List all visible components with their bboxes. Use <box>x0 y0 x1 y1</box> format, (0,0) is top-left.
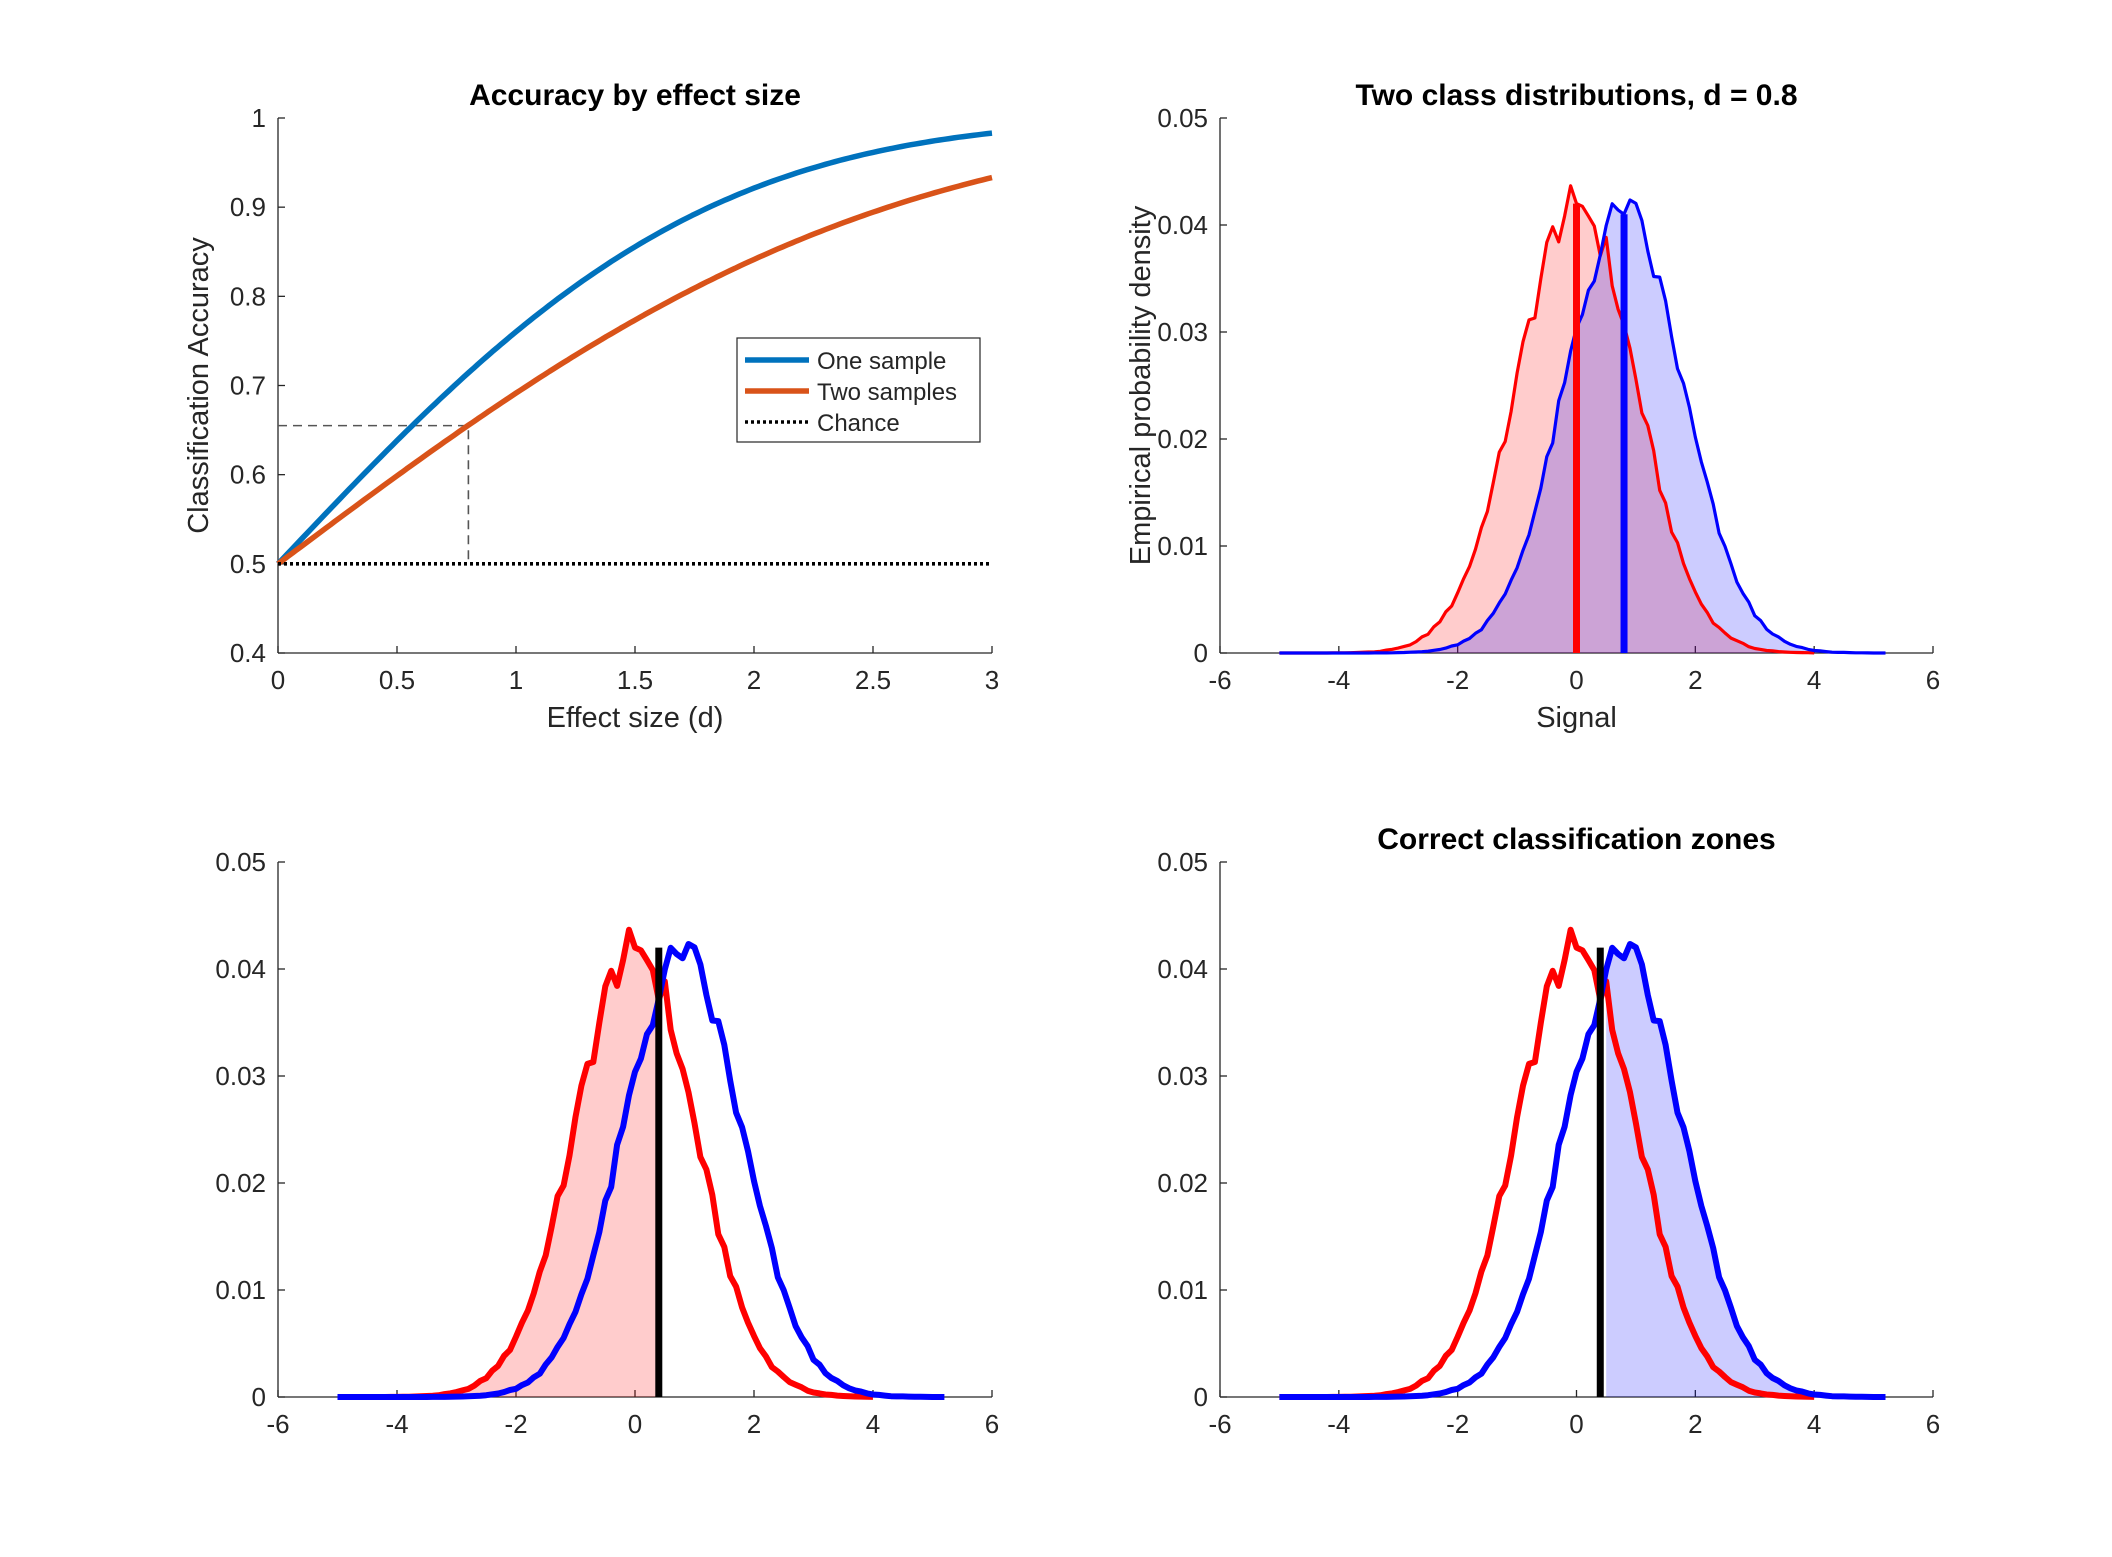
x-tick-label: 0.5 <box>379 665 415 695</box>
x-tick-label: 2 <box>747 665 761 695</box>
chart-title: Correct classification zones <box>1377 823 1775 856</box>
y-tick-label: 0.04 <box>1157 210 1208 240</box>
y-tick-label: 0.04 <box>215 954 266 984</box>
x-tick-label: -4 <box>1327 665 1350 695</box>
y-axis-label: Empirical probability density <box>1125 205 1157 565</box>
y-tick-label: 0.02 <box>1157 424 1208 454</box>
x-axis-label: Signal <box>1536 702 1617 734</box>
x-tick-label: 4 <box>1807 1409 1821 1439</box>
y-tick-label: 0.05 <box>1157 847 1208 877</box>
x-tick-label: 0 <box>628 1409 642 1439</box>
legend-label: One sample <box>817 348 946 375</box>
legend-label: Chance <box>817 410 900 437</box>
y-tick-label: 0 <box>252 1382 266 1412</box>
legend: One sample Two samples Chance <box>736 337 981 443</box>
chart-title: Accuracy by effect size <box>469 79 801 112</box>
x-tick-label: 3 <box>985 665 999 695</box>
y-tick-label: 0.04 <box>1157 954 1208 984</box>
y-tick-label: 0.03 <box>1157 317 1208 347</box>
density-line-class-b <box>1279 198 1886 655</box>
x-tick-label: -2 <box>504 1409 527 1439</box>
chart-title: Two class distributions, d = 0.8 <box>1355 79 1797 112</box>
x-tick-label: -2 <box>1446 665 1469 695</box>
area-fill-class-a <box>1279 185 1815 654</box>
x-tick-label: -6 <box>1208 1409 1231 1439</box>
x-tick-label: 1.5 <box>617 665 653 695</box>
x-tick-label: -4 <box>1327 1409 1350 1439</box>
x-tick-label: 0 <box>1569 665 1583 695</box>
panel-correct-zones: -6 -4 -2 0 2 4 6 0 0.01 0.02 0.03 0.04 0.05 Correct c… <box>1157 823 1940 1439</box>
x-tick-label: -2 <box>1446 1409 1469 1439</box>
y-tick-label: 0.6 <box>230 460 266 490</box>
panel-distributions: -6 -4 -2 0 2 4 6 0 0.01 0.02 0.03 0.04 0.05 Two class… <box>1125 79 1940 734</box>
y-tick-label: 0.02 <box>1157 1168 1208 1198</box>
series-line-one-sample <box>276 130 993 566</box>
y-tick-label: 0.01 <box>1157 531 1208 561</box>
x-tick-label: 2 <box>747 1409 761 1439</box>
x-tick-label: -6 <box>1208 665 1231 695</box>
y-tick-label: 0.01 <box>1157 1275 1208 1305</box>
density-line-class-b <box>1279 941 1886 1400</box>
x-tick-label: 2 <box>1688 1409 1702 1439</box>
y-tick-label: 0.05 <box>215 847 266 877</box>
y-tick-label: 0.03 <box>1157 1061 1208 1091</box>
y-tick-label: 0.9 <box>230 192 266 222</box>
x-tick-label: 6 <box>985 1409 999 1439</box>
series-line-two-samples <box>276 174 993 567</box>
x-tick-label: 4 <box>1807 665 1821 695</box>
x-tick-label: 0 <box>1569 1409 1583 1439</box>
y-tick-label: 0.02 <box>215 1168 266 1198</box>
y-tick-label: 0.8 <box>230 281 266 311</box>
panel-class-a-zone: -6 -4 -2 0 2 4 6 0 0.01 0.02 0.03 0.04 0.05 <box>215 847 999 1439</box>
x-tick-label: -4 <box>385 1409 408 1439</box>
area-fill-class-a <box>337 929 659 1397</box>
y-tick-label: 1 <box>252 103 266 133</box>
y-tick-label: 0.03 <box>215 1061 266 1091</box>
x-tick-label: -6 <box>266 1409 289 1439</box>
x-axis-label: Effect size (d) <box>547 702 724 734</box>
y-axis-label: Classification Accuracy <box>183 237 215 534</box>
x-tick-label: 1 <box>509 665 523 695</box>
legend-label: Two samples <box>817 379 957 406</box>
density-line-class-b <box>337 941 945 1400</box>
y-tick-label: 0 <box>1194 1382 1208 1412</box>
panel-accuracy: 0 0.5 1 1.5 2 2.5 3 0.4 0.5 0.6 0.7 0.8 0.9 1 Accuracy… <box>183 79 999 734</box>
y-tick-label: 0 <box>1194 638 1208 668</box>
y-tick-label: 0.5 <box>230 549 266 579</box>
x-tick-label: 6 <box>1926 1409 1940 1439</box>
x-tick-label: 4 <box>866 1409 880 1439</box>
y-tick-label: 0.01 <box>215 1275 266 1305</box>
y-tick-label: 0.05 <box>1157 103 1208 133</box>
y-tick-label: 0.7 <box>230 371 266 401</box>
dashed-guide <box>278 424 470 564</box>
x-tick-label: 0 <box>271 665 285 695</box>
area-fill-class-b <box>1279 200 1886 653</box>
y-tick-label: 0.4 <box>230 638 266 668</box>
x-tick-label: 2 <box>1688 665 1702 695</box>
x-tick-label: 2.5 <box>855 665 891 695</box>
x-tick-label: 6 <box>1926 665 1940 695</box>
